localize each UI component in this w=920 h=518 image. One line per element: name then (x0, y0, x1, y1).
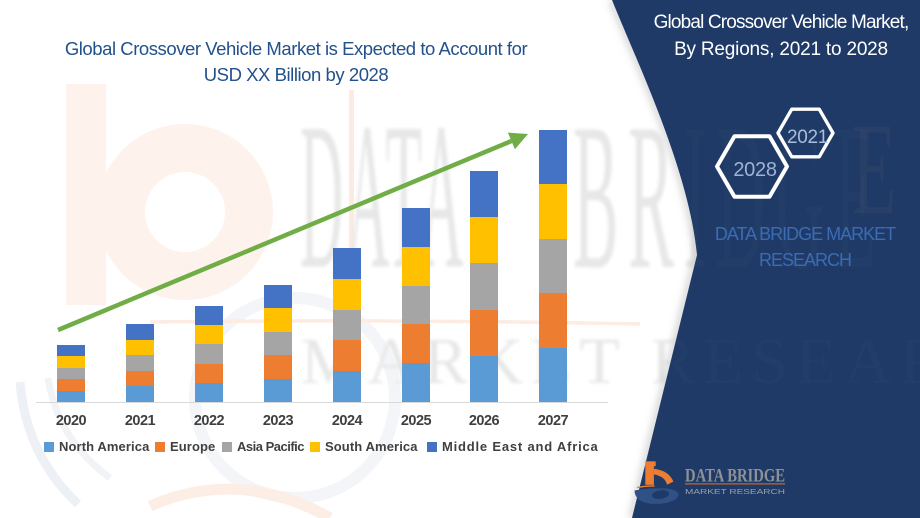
svg-text:2028: 2028 (733, 159, 776, 181)
svg-text:DATA BRIDGE: DATA BRIDGE (685, 466, 785, 487)
svg-text:E: E (852, 97, 896, 243)
svg-text:MARKET RESEARCH: MARKET RESEARCH (685, 487, 785, 496)
svg-text:2021: 2021 (787, 127, 828, 148)
